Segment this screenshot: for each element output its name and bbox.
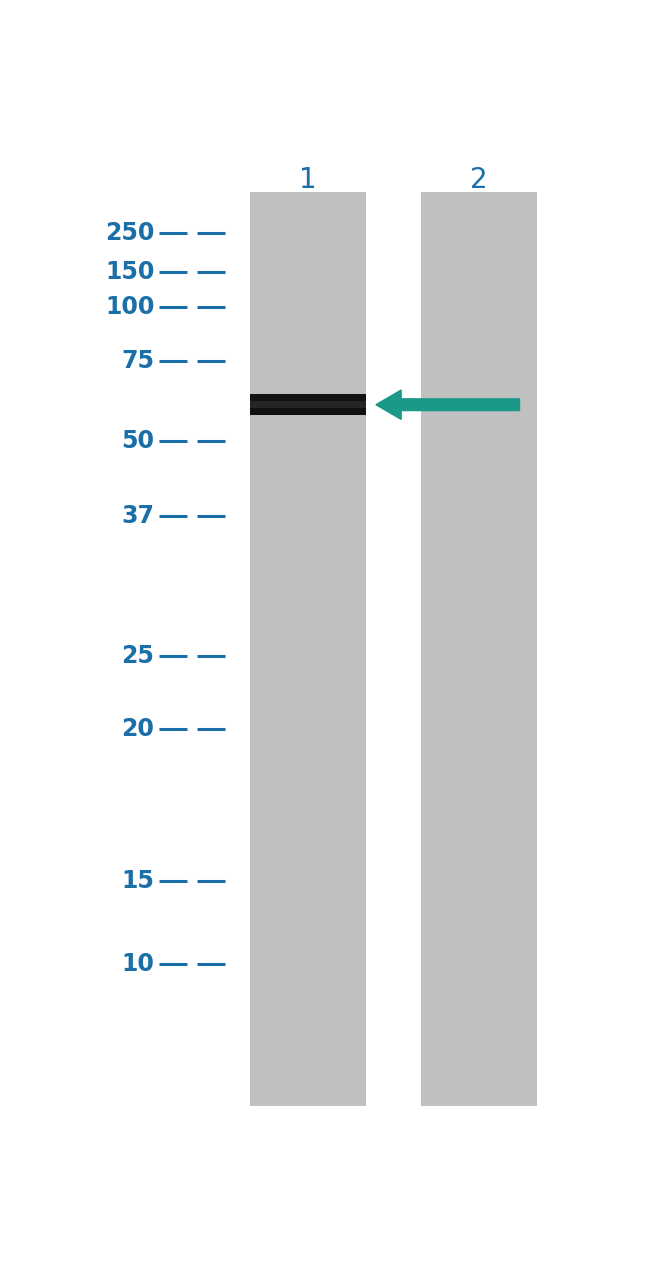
Text: 100: 100 — [105, 295, 154, 319]
Bar — [250, 401, 366, 408]
Text: 2: 2 — [471, 166, 488, 194]
Bar — [250, 192, 366, 1106]
FancyArrow shape — [376, 390, 519, 419]
Bar — [250, 394, 366, 415]
Bar — [421, 192, 537, 1106]
Text: 50: 50 — [122, 429, 154, 453]
Text: 150: 150 — [105, 259, 154, 283]
Text: 250: 250 — [105, 221, 154, 245]
Text: 37: 37 — [122, 504, 154, 528]
Text: 75: 75 — [122, 349, 154, 372]
Text: 10: 10 — [122, 952, 154, 977]
Text: 15: 15 — [122, 869, 154, 893]
Text: 20: 20 — [122, 718, 154, 742]
Text: 25: 25 — [122, 644, 154, 668]
Text: 1: 1 — [299, 166, 317, 194]
